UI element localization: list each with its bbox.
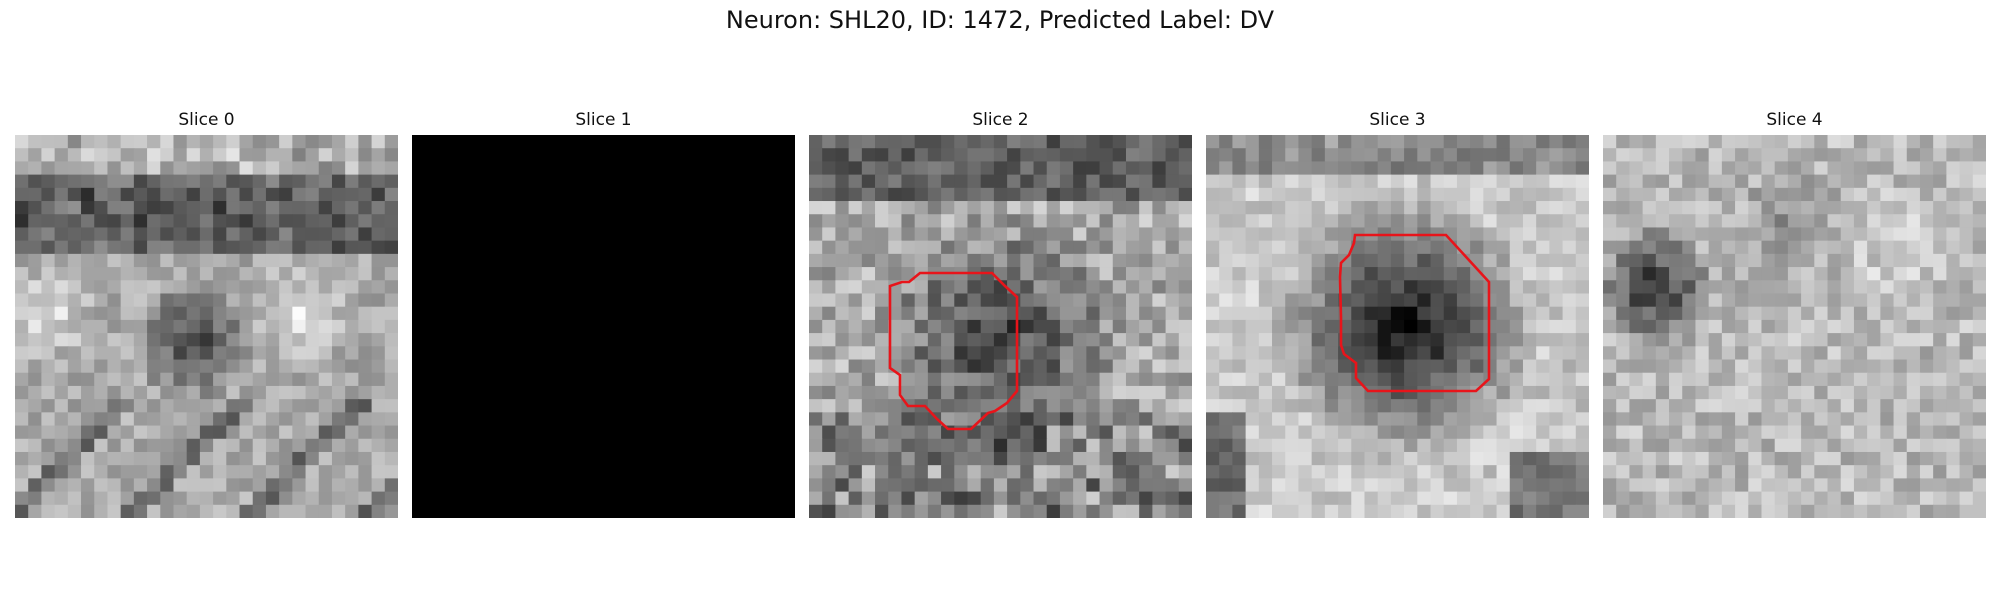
slice-title: Slice 3 bbox=[1369, 110, 1426, 130]
slice-title: Slice 1 bbox=[575, 110, 632, 130]
slice-panel-1: Slice 1 bbox=[412, 108, 795, 518]
slice-image bbox=[809, 135, 1192, 518]
slice-image bbox=[15, 135, 398, 518]
microscopy-texture bbox=[809, 135, 1192, 518]
slice-panel-3: Slice 3 bbox=[1206, 108, 1589, 518]
microscopy-texture bbox=[1206, 135, 1589, 518]
slice-title: Slice 4 bbox=[1766, 110, 1823, 130]
slice-title: Slice 0 bbox=[178, 110, 235, 130]
slice-panel-4: Slice 4 bbox=[1603, 108, 1986, 518]
neuron-contour bbox=[888, 271, 1019, 431]
slice-title: Slice 2 bbox=[972, 110, 1029, 130]
figure-title: Neuron: SHL20, ID: 1472, Predicted Label… bbox=[725, 6, 1275, 34]
slice-image bbox=[1603, 135, 1986, 518]
slice-panel-0: Slice 0 bbox=[15, 108, 398, 518]
slice-image bbox=[1206, 135, 1589, 518]
slice-panel-2: Slice 2 bbox=[809, 108, 1192, 518]
slice-image-blank bbox=[412, 135, 795, 518]
microscopy-texture bbox=[1603, 135, 1986, 518]
microscopy-texture bbox=[15, 135, 398, 518]
neuron-contour bbox=[1338, 233, 1491, 393]
